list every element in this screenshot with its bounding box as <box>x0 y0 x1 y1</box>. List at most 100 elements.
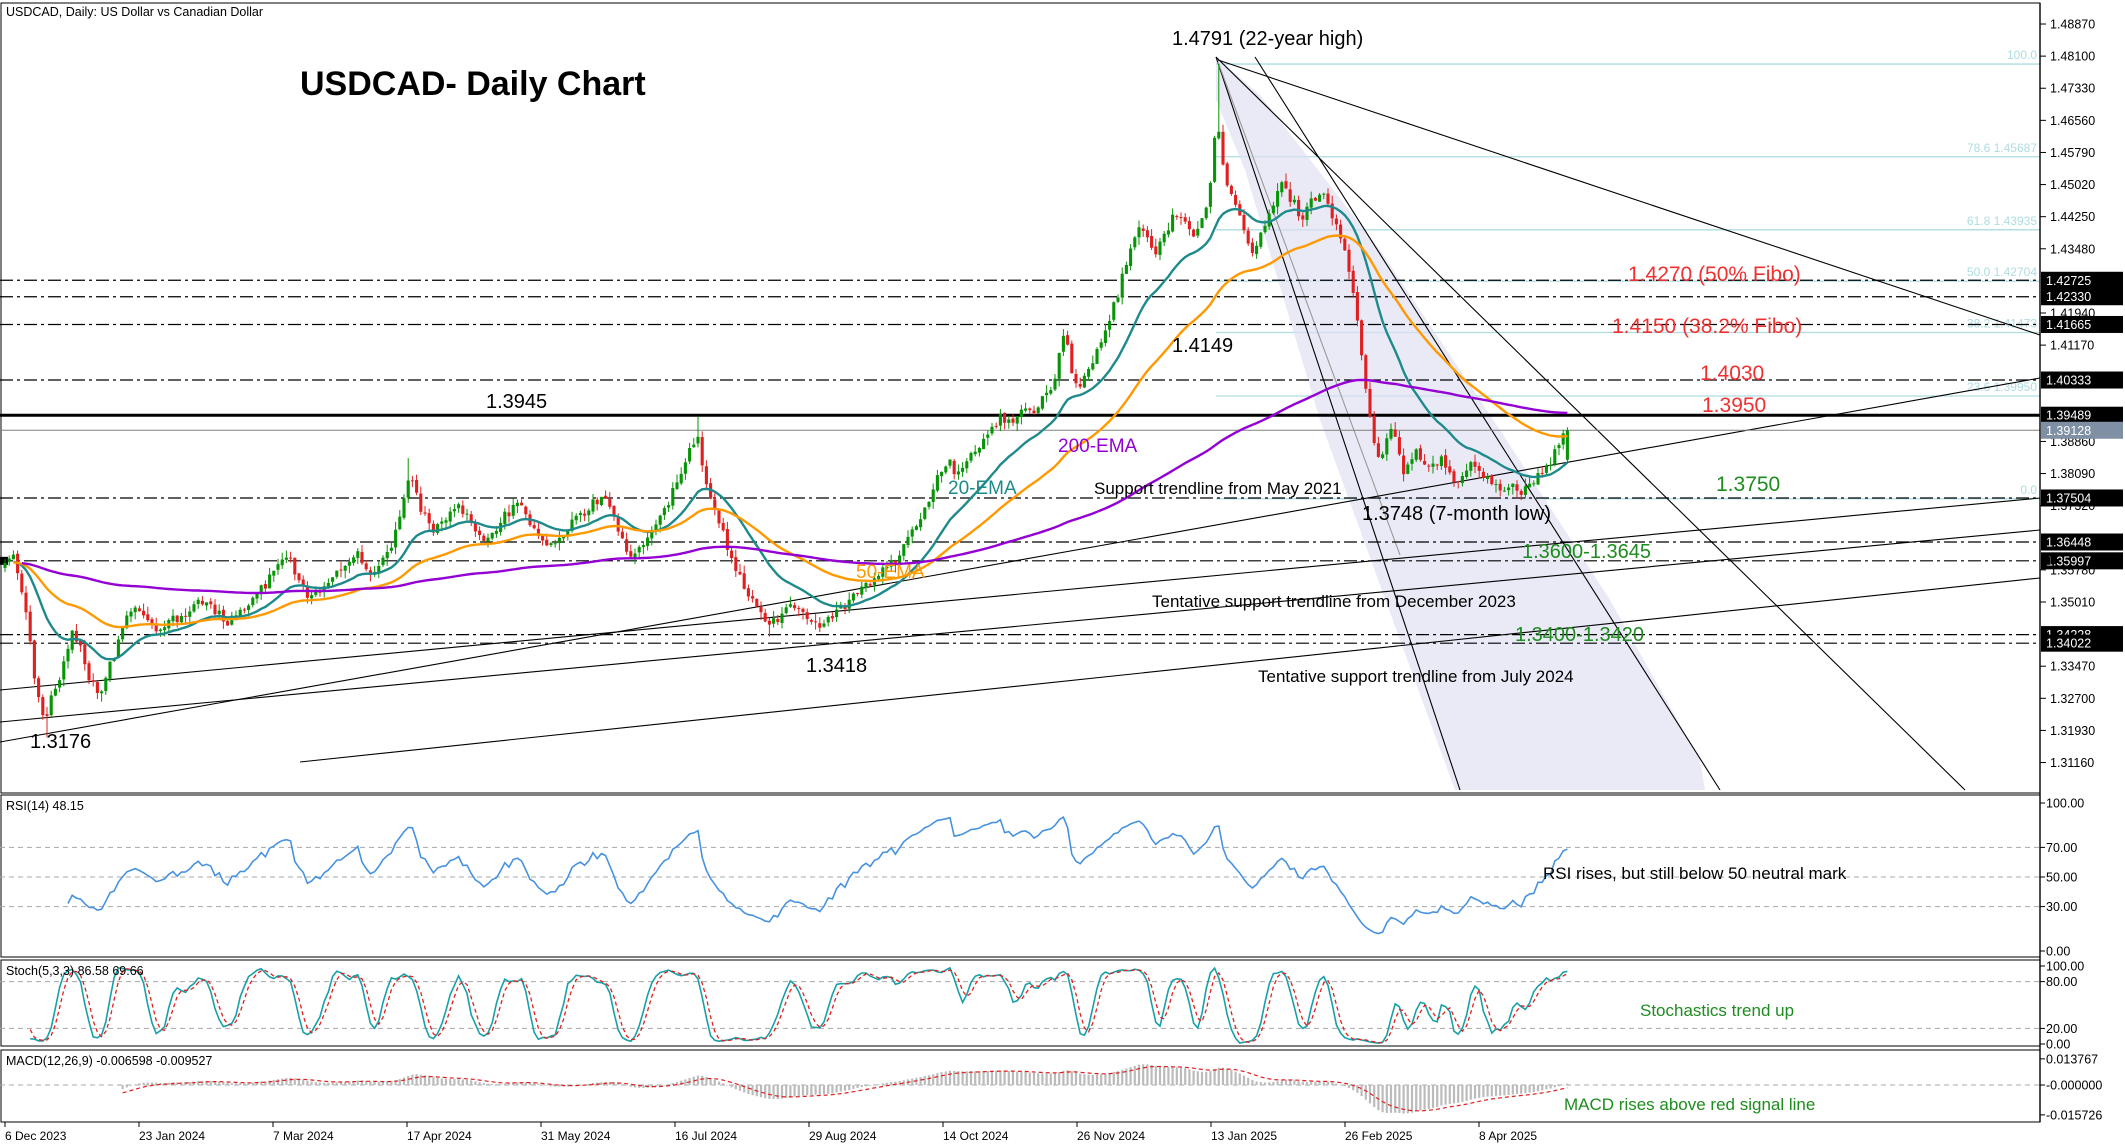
candle-body <box>969 453 973 461</box>
candle-body <box>272 570 276 576</box>
ann-22-year-high[interactable]: 1.4791 (22-year high) <box>1172 28 1363 50</box>
axis-tick-label: 1.45790 <box>2050 146 2095 160</box>
candle-body <box>1473 461 1477 467</box>
candle-body <box>1141 228 1145 231</box>
fibo-label: 61.8 1.43935 <box>1967 214 2037 228</box>
descending-line-gentle[interactable] <box>1217 59 2041 336</box>
indicator-axis-label: 50.00 <box>2046 871 2077 885</box>
ann-1-3176[interactable]: 1.3176 <box>30 731 91 753</box>
ann-7-month-low[interactable]: 1.3748 (7-month low) <box>1362 503 1551 525</box>
support-trendline-may-2021[interactable] <box>0 377 2041 743</box>
price-axis[interactable]: 1.48870 1.48100 1.47330 1.46560 1.45790 1.450… <box>4 3 2123 1143</box>
candle-body <box>1036 407 1040 414</box>
axis-level-box <box>2041 421 2123 439</box>
candle-body <box>125 615 129 629</box>
ann-support-jul-2024[interactable]: Tentative support trendline from July 20… <box>1258 667 1574 686</box>
candle-body <box>759 606 763 613</box>
axis-level-label: 1.35997 <box>2046 554 2091 568</box>
line-anchor-marker[interactable] <box>0 556 8 565</box>
ema200-label[interactable]: 200-EMA <box>1058 436 1138 457</box>
ann-1-3945[interactable]: 1.3945 <box>486 391 547 413</box>
candle-body <box>1507 487 1511 491</box>
stoch-k-line <box>30 966 1568 1045</box>
ema-20-line <box>13 204 1569 661</box>
candle-body <box>545 539 549 546</box>
candle-body <box>1448 466 1452 473</box>
indicator-axis-label: 30.00 <box>2046 900 2077 914</box>
candle-body <box>1502 490 1506 492</box>
indicator-axis-label: -0.015726 <box>2046 1108 2102 1122</box>
ann-zone-1-3400[interactable]: 1.3400-1.3420 <box>1515 624 1644 646</box>
candle-body <box>385 551 389 559</box>
candle-body <box>226 621 230 626</box>
ann-1-3750[interactable]: 1.3750 <box>1716 473 1780 496</box>
ann-1-3950[interactable]: 1.3950 <box>1702 394 1766 417</box>
candle-body <box>108 661 112 679</box>
candle-body <box>335 570 339 577</box>
candle-body <box>104 677 108 692</box>
ann-1-4149[interactable]: 1.4149 <box>1172 335 1233 357</box>
indicator-axis-label: 70.00 <box>2046 841 2077 855</box>
candle-body <box>520 502 524 506</box>
indicator-axis-label: 0.00 <box>2046 1038 2070 1052</box>
descending-line-steep-left[interactable] <box>1215 56 1461 791</box>
candle-body <box>1087 368 1091 377</box>
candle-body <box>1166 230 1170 235</box>
ann-support-may-2021[interactable]: Support trendline from May 2021 <box>1094 479 1342 498</box>
candle-body <box>1456 481 1460 483</box>
ann-fibo-50[interactable]: 1.4270 (50% Fibo) <box>1628 263 1801 286</box>
candle-body <box>982 438 986 450</box>
candle-body <box>66 648 70 662</box>
candle-body <box>431 523 435 533</box>
candle-body <box>1292 199 1296 203</box>
ema50-label[interactable]: 50-EMA <box>856 562 925 583</box>
candle-body <box>557 537 561 544</box>
stoch-note: Stochastics trend up <box>1640 1001 1794 1020</box>
tentative-support-dec-2023-a[interactable] <box>0 497 2041 691</box>
candle-body <box>667 505 671 508</box>
candle-body <box>440 521 444 524</box>
ann-1-3418[interactable]: 1.3418 <box>806 655 867 677</box>
candle-body <box>583 513 587 516</box>
candle-body <box>1124 264 1128 274</box>
candle-body <box>1557 444 1561 449</box>
ema20-label[interactable]: 20-EMA <box>948 478 1017 499</box>
ann-support-dec-2023[interactable]: Tentative support trendline from Decembe… <box>1152 592 1516 611</box>
candle-body <box>755 598 759 607</box>
candle-body <box>679 473 683 484</box>
descending-line-gray[interactable] <box>1217 61 1401 556</box>
tentative-support-dec-2023-b[interactable] <box>0 529 2041 723</box>
descending-line-medium[interactable] <box>1215 56 1966 791</box>
descending-line-steep-right[interactable] <box>1254 56 1721 791</box>
candle-body <box>406 480 410 498</box>
candle-body <box>1229 185 1233 194</box>
candle-body <box>37 678 41 698</box>
candle-body <box>1460 475 1464 484</box>
candle-body <box>7 558 11 562</box>
candle-body <box>91 680 95 682</box>
candle-body <box>1045 392 1049 396</box>
candle-body <box>478 530 482 536</box>
candle-body <box>1490 475 1494 485</box>
candle-body <box>1360 320 1364 356</box>
candle-body <box>1024 408 1028 411</box>
ema-lines <box>13 204 1569 661</box>
candle-body <box>45 714 49 716</box>
candle-body <box>780 613 784 623</box>
candle-body <box>238 609 242 616</box>
candle-body <box>11 554 15 560</box>
candle-body <box>62 661 66 680</box>
candle-body <box>763 612 767 622</box>
candle-body <box>70 630 74 650</box>
ann-fibo-38[interactable]: 1.4150 (38.2% Fibo) <box>1612 315 1802 338</box>
candle-body <box>797 608 801 610</box>
candle-body <box>1057 352 1061 379</box>
projection-channel[interactable] <box>1216 57 1705 790</box>
ann-zone-1-3600[interactable]: 1.3600-1.3645 <box>1522 541 1651 563</box>
axis-tick-label: 1.44250 <box>2050 210 2095 224</box>
candle-body <box>1246 230 1250 244</box>
tentative-support-jul-2024[interactable] <box>299 577 2041 763</box>
candle-body <box>482 535 486 541</box>
axis-level-box <box>2041 406 2123 424</box>
ann-1-4030[interactable]: 1.4030 <box>1700 362 1764 385</box>
